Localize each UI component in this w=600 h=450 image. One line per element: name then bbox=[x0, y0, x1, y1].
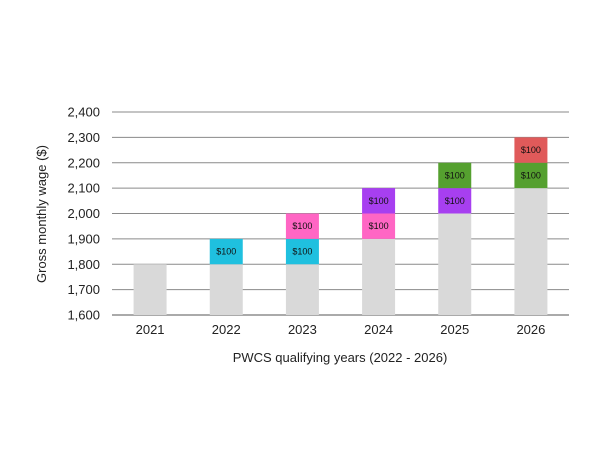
bar-increment-2026-2 bbox=[514, 137, 548, 163]
data-label: $100 bbox=[216, 247, 236, 257]
bar-increment-2023-1 bbox=[285, 238, 319, 265]
bar-increment-2024-2 bbox=[362, 188, 396, 214]
y-axis-title: Gross monthly wage ($) bbox=[34, 145, 49, 283]
bar-increment-2026-1 bbox=[514, 162, 548, 189]
bar-base-2021 bbox=[133, 264, 167, 315]
x-tick-label: 2026 bbox=[516, 322, 545, 337]
y-tick-label: 1,700 bbox=[67, 282, 100, 297]
data-label: $100 bbox=[445, 170, 465, 180]
data-label: $100 bbox=[369, 221, 389, 231]
bar-increment-2025-2 bbox=[438, 162, 472, 189]
bars: $100 $100 $100 $100 $100 $100 $100 $100 $100 bbox=[133, 137, 548, 315]
y-tick-label: 1,900 bbox=[67, 231, 100, 246]
y-tick-label: 2,000 bbox=[67, 206, 100, 221]
y-tick-label: 2,400 bbox=[67, 105, 100, 120]
bar-increment-2025-1 bbox=[438, 188, 472, 214]
y-tick-label: 1,800 bbox=[67, 257, 100, 272]
bar-increment-2024-1 bbox=[362, 213, 396, 239]
bar-base-2023 bbox=[285, 264, 319, 315]
gridlines bbox=[112, 111, 569, 316]
data-label: $100 bbox=[369, 196, 389, 206]
y-tick-label: 2,300 bbox=[67, 130, 100, 145]
x-tick-label: 2021 bbox=[136, 322, 165, 337]
x-tick-label: 2023 bbox=[288, 322, 317, 337]
x-tick-label: 2024 bbox=[364, 322, 393, 337]
y-tick-label: 2,100 bbox=[67, 181, 100, 196]
x-axis-title: PWCS qualifying years (2022 - 2026) bbox=[233, 350, 448, 365]
bar-base-2024 bbox=[362, 238, 396, 315]
bar-base-2025 bbox=[438, 213, 472, 315]
x-tick-label: 2022 bbox=[212, 322, 241, 337]
bar-base-2026 bbox=[514, 188, 548, 315]
x-axis-ticks: 2021 2022 2023 2024 2025 2026 bbox=[136, 322, 546, 337]
data-label: $100 bbox=[445, 196, 465, 206]
data-label: $100 bbox=[521, 145, 541, 155]
data-label: $100 bbox=[292, 247, 312, 257]
y-tick-label: 2,200 bbox=[67, 155, 100, 170]
data-label: $100 bbox=[292, 221, 312, 231]
y-axis-ticks: 1,600 1,700 1,800 1,900 2,000 2,100 2,200 2,300… bbox=[67, 105, 100, 323]
y-tick-label: 1,600 bbox=[67, 308, 100, 323]
data-label: $100 bbox=[521, 170, 541, 180]
bar-base-2022 bbox=[209, 264, 243, 315]
bar-increment-2022-1 bbox=[209, 238, 243, 265]
bar-increment-2023-2 bbox=[285, 213, 319, 239]
x-tick-label: 2025 bbox=[440, 322, 469, 337]
